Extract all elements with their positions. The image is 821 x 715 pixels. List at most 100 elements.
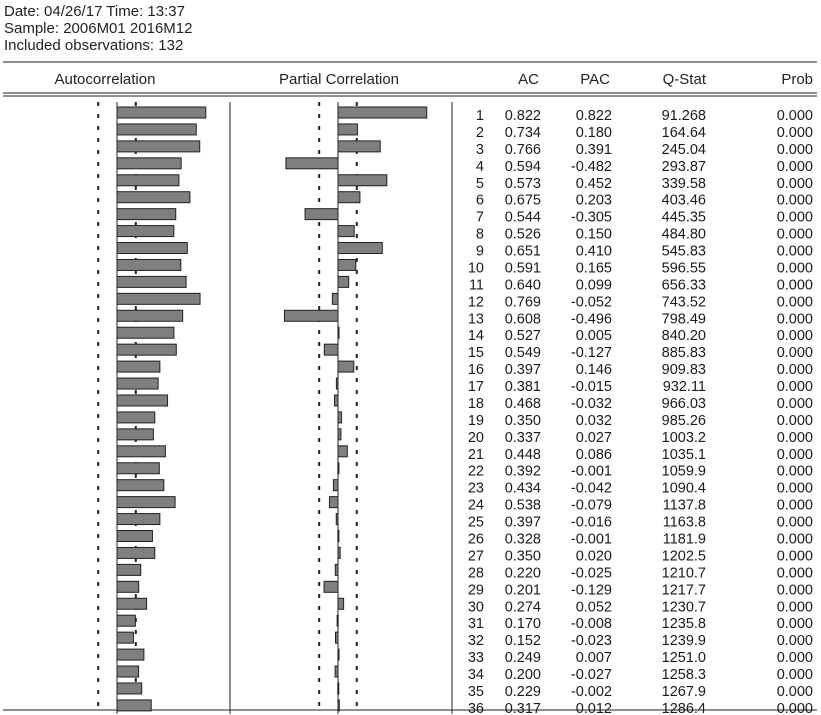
pac-value: -0.305 [571,210,612,226]
lag-label: 14 [468,328,484,344]
header-info: Date: 04/26/17 Time: 13:37 Sample: 2006M… [4,3,192,54]
pac-bar [334,665,339,678]
table-row: 22 0.392 -0.001 1059.9 0.000 [468,464,813,480]
ac-value: 0.675 [505,193,541,209]
prob-value: 0.000 [777,498,813,514]
ac-value: 0.200 [505,667,541,683]
ac-bar [116,157,182,170]
ac-value: 0.468 [505,396,541,412]
pac-bar [334,563,339,576]
lag-label: 15 [468,345,484,361]
lag-label: 27 [468,548,484,564]
ac-value: 0.350 [505,413,541,429]
prob-value: 0.000 [777,464,813,480]
prob-value: 0.000 [777,548,813,564]
qstat-value: 743.52 [662,294,706,310]
pac-value: 0.027 [576,430,612,446]
prob-value: 0.000 [777,599,813,615]
ac-value: 0.538 [505,498,541,514]
qstat-value: 1035.1 [662,447,706,463]
table-row: 8 0.526 0.150 484.80 0.000 [476,227,813,243]
ac-value: 0.434 [505,481,541,497]
ac-value: 0.397 [505,515,541,531]
pac-bar [337,258,357,271]
qstat-value: 1267.9 [662,684,706,700]
ac-value: 0.350 [505,548,541,564]
ac-bar [116,665,140,678]
qstat-value: 1059.9 [662,464,706,480]
table-row: 29 0.201 -0.129 1217.7 0.000 [468,582,813,598]
ac-bar [116,343,177,356]
lag-label: 3 [476,142,484,158]
pac-bar [337,648,340,661]
table-row: 33 0.249 0.007 1251.0 0.000 [468,650,813,666]
ac-value: 0.448 [505,447,541,463]
ac-bar [116,699,152,712]
prob-value: 0.000 [777,532,813,548]
prob-value: 0.000 [777,616,813,632]
ac-value: 0.734 [505,125,541,141]
pac-bar [304,208,339,221]
ac-bar [116,648,145,661]
table-row: 3 0.766 0.391 245.04 0.000 [476,142,813,158]
qstat-value: 445.35 [662,210,706,226]
qstat-value: 1235.8 [662,616,706,632]
lag-label: 20 [468,430,484,446]
lag-label: 7 [476,210,484,226]
qstat-value: 403.46 [662,193,706,209]
table-row: 6 0.675 0.203 403.46 0.000 [476,193,813,209]
prob-value: 0.000 [777,362,813,378]
prob-value: 0.000 [777,176,813,192]
pac-value: 0.099 [576,277,612,293]
pac-value: -0.015 [571,379,612,395]
pac-bar [337,530,340,542]
table-row: 19 0.350 0.032 985.26 0.000 [468,413,813,429]
table-row: 17 0.381 -0.015 932.11 0.000 [468,379,813,395]
lag-label: 35 [468,684,484,700]
ac-bar [116,258,182,271]
prob-value: 0.000 [777,582,813,598]
pac-value: 0.410 [576,244,612,260]
lag-label: 28 [468,565,484,581]
ac-bar [116,428,154,441]
ac-value: 0.640 [505,277,541,293]
ac-bar [116,292,201,305]
pac-bar [328,496,339,509]
qstat-value: 339.58 [662,176,706,192]
lag-label: 21 [468,447,484,463]
table-row: 32 0.152 -0.023 1239.9 0.000 [468,633,813,649]
pac-value: 0.822 [576,108,612,124]
table-row: 31 0.170 -0.008 1235.8 0.000 [468,616,813,632]
ac-bar [116,140,201,153]
prob-value: 0.000 [777,447,813,463]
pac-value: -0.042 [571,481,612,497]
table-row: 2 0.734 0.180 164.64 0.000 [476,125,813,141]
lag-label: 24 [468,498,484,514]
table-row: 23 0.434 -0.042 1090.4 0.000 [468,481,813,497]
qstat-value: 840.20 [662,328,706,344]
lag-label: 36 [468,701,484,715]
ac-bar [116,682,143,695]
ac-bar [116,123,197,136]
prob-value: 0.000 [777,413,813,429]
pac-value: 0.165 [576,260,612,276]
pac-bar [337,428,342,441]
pac-value: -0.032 [571,396,612,412]
pac-bar [337,106,428,119]
ac-value: 0.822 [505,108,541,124]
ac-value: 0.397 [505,362,541,378]
ac-bar [116,563,142,576]
pac-bar [337,174,388,187]
qstat-value: 1258.3 [662,667,706,683]
ac-bar [116,513,161,526]
pac-value: 0.150 [576,227,612,243]
ac-bar [116,580,140,593]
pac-bar [335,513,339,526]
prob-value: 0.000 [777,210,813,226]
lag-label: 30 [468,599,484,615]
pac-bar [323,343,339,356]
table-row: 36 0.317 0.012 1286.4 0.000 [468,701,813,715]
autocorrelation-header: Autocorrelation [55,71,156,88]
qstat-value: 1286.4 [662,701,706,715]
pac-value: -0.027 [571,667,612,683]
